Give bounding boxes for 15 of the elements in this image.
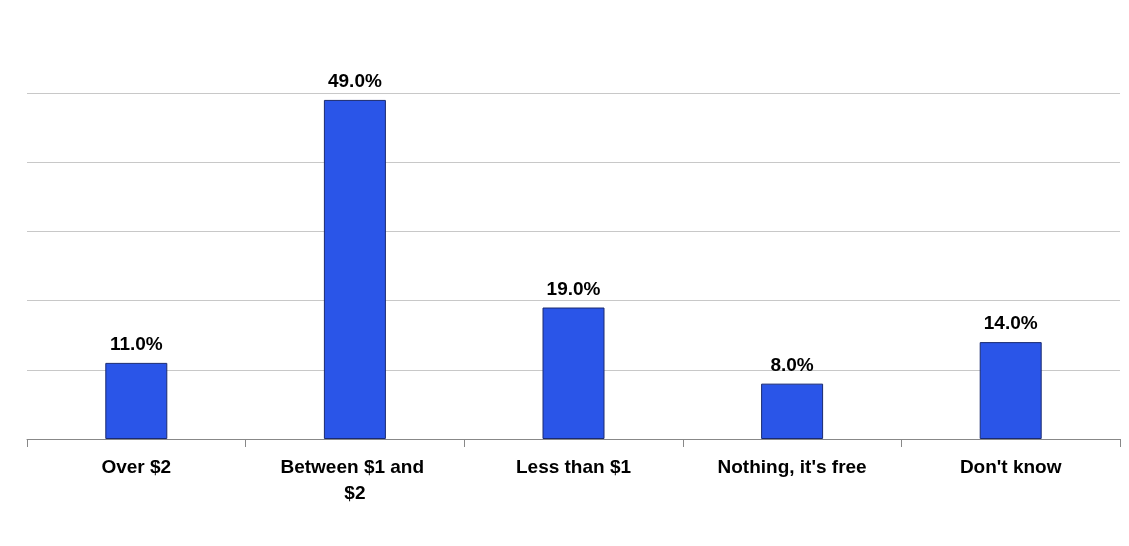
bar <box>761 383 824 439</box>
bar <box>979 342 1042 439</box>
x-tick-label: Don't know <box>959 455 1062 477</box>
x-tick-label: Nothing, it's free <box>717 455 867 477</box>
x-tick-label: Less than $1 <box>515 455 632 477</box>
data-label: 49.0% <box>327 69 382 91</box>
data-label: 8.0% <box>770 353 814 375</box>
data-label: 19.0% <box>546 277 601 299</box>
bar <box>105 362 168 439</box>
bar <box>542 307 605 439</box>
bar <box>323 99 386 439</box>
x-tick-label: Between $1 and $2 <box>280 455 430 503</box>
data-label: 14.0% <box>983 312 1038 334</box>
x-tick-label: Over $2 <box>101 455 172 477</box>
data-label: 11.0% <box>109 332 163 354</box>
